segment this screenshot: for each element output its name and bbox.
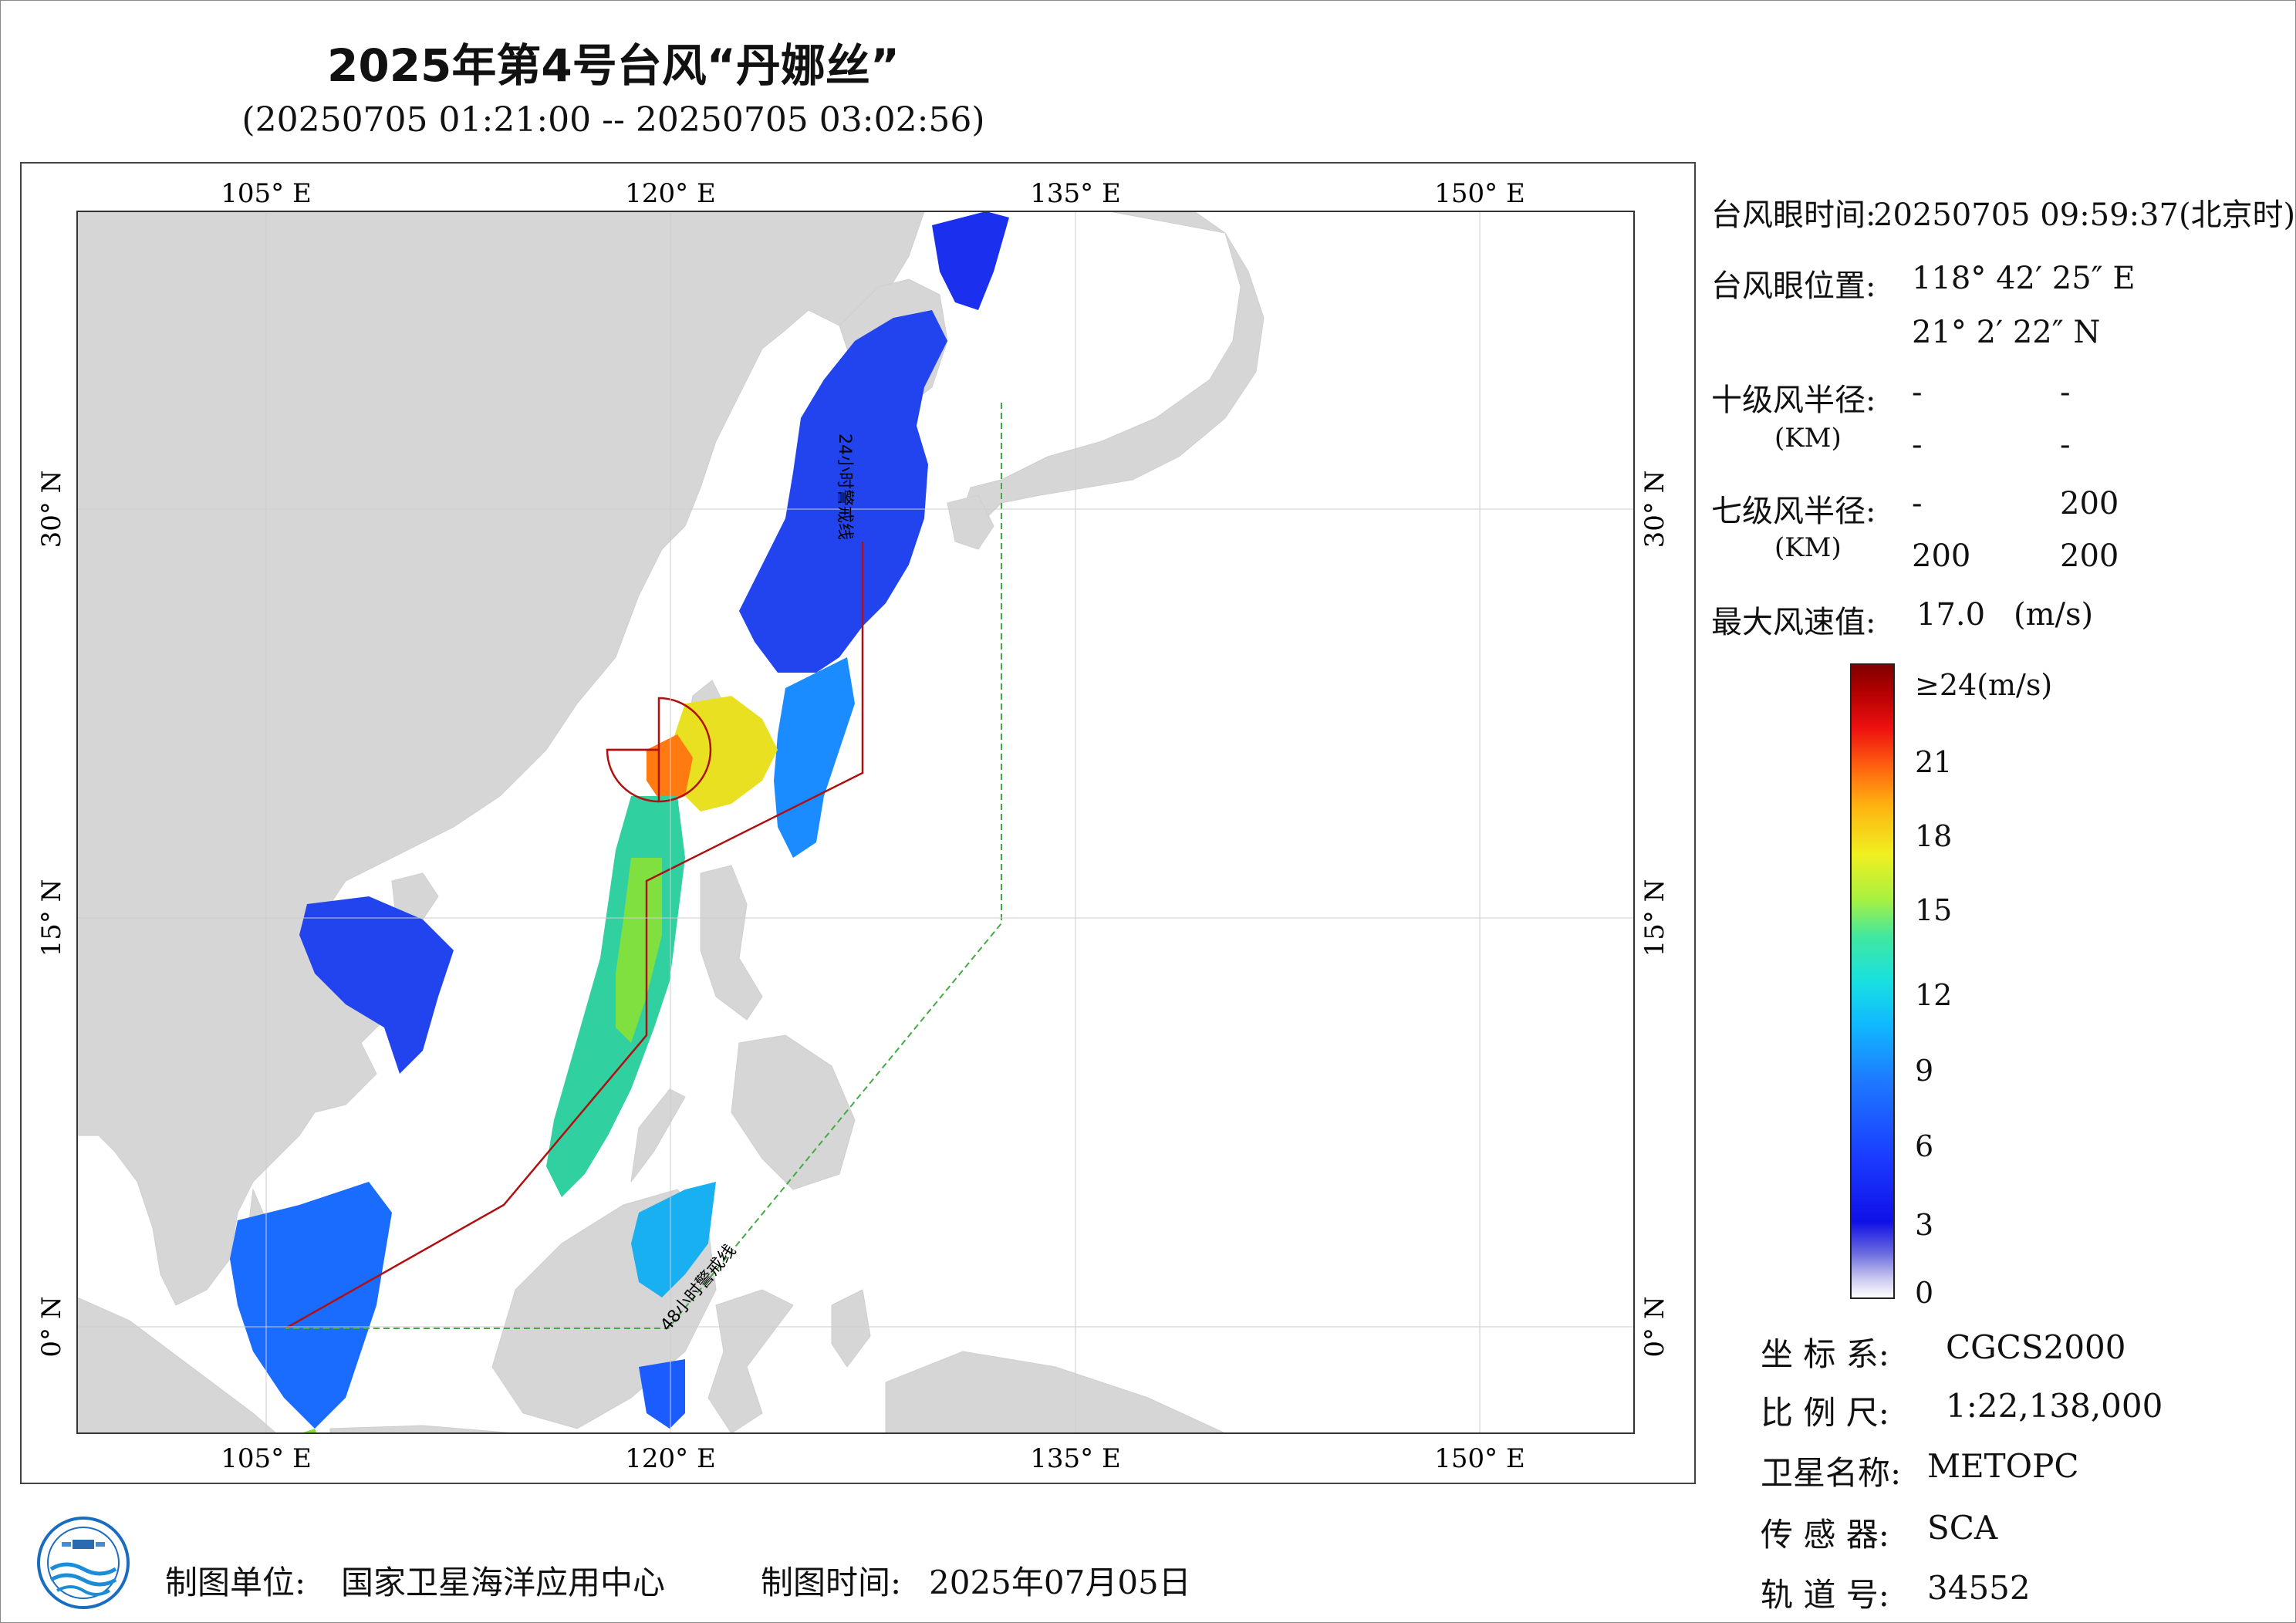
map-title: 2025年第4号台风“丹娜丝” — [326, 39, 900, 92]
colorbar-tick-0: 0 — [1915, 1276, 1934, 1310]
wind-speed-colorbar — [1850, 663, 1895, 1299]
colorbar-tick-3: 3 — [1915, 1208, 1934, 1242]
r7-label: 七级风半径: — [1711, 494, 1876, 529]
producer-value: 国家卫星海洋应用中心 — [341, 1564, 666, 1601]
warning-line-48h — [285, 403, 1002, 1329]
lon-tick-bottom-150: 150° E — [1434, 1443, 1525, 1474]
wind-map: 24小时警戒线 48小时警戒线 105° E 120° E 135° E 150… — [36, 178, 1670, 1474]
wind-swath-west — [299, 896, 454, 1074]
colorbar-tick-9: 9 — [1915, 1054, 1934, 1088]
satellite-value: METOPC — [1927, 1447, 2079, 1485]
wind-swath-sulu — [639, 1359, 685, 1429]
moluccas — [831, 1289, 871, 1368]
wind-swath-typhoon-core — [670, 696, 778, 812]
lon-tick-bottom-135: 135° E — [1030, 1443, 1121, 1474]
max-wind-value: 17.0 — [1916, 597, 1986, 633]
r10-unit: (KM) — [1774, 423, 1842, 454]
wind-swath-philippines — [631, 1182, 716, 1297]
lat-tick-left-0: 0° N — [36, 1296, 67, 1357]
lon-tick-top-105: 105° E — [221, 178, 312, 209]
lon-tick-bottom-105: 105° E — [221, 1443, 312, 1474]
lat-tick-left-15: 15° N — [36, 879, 67, 957]
r7-ne: - — [1912, 486, 1923, 521]
r7-sw-quadrant — [606, 748, 660, 803]
typhoon-eye-marker — [606, 697, 712, 803]
wind-swath-layer — [230, 211, 1009, 1433]
eye-time-label: 台风眼时间: — [1711, 197, 1876, 233]
graticule — [77, 211, 1634, 1433]
coord-system-value: CGCS2000 — [1946, 1328, 2126, 1366]
eye-lon: 118° 42′ 25″ E — [1912, 261, 2136, 296]
warning-line-24h — [285, 542, 864, 1330]
r7-se: 200 — [2060, 486, 2119, 521]
lat-tick-right-0: 0° N — [1639, 1296, 1670, 1357]
philippines-luzon — [700, 865, 763, 1021]
orbit-value: 34552 — [1927, 1569, 2031, 1607]
sensor-value: SCA — [1927, 1509, 1998, 1547]
lat-tick-right-30: 30° N — [1639, 471, 1670, 548]
r10-sw: - — [1912, 427, 1923, 463]
scale-label: 比 例 尺: — [1761, 1394, 1889, 1432]
wind-swath-southwest — [230, 1182, 392, 1429]
wind-swath-central-green — [616, 858, 662, 1043]
r10-se: - — [2060, 375, 2071, 410]
wind-swath-north — [739, 310, 947, 673]
max-wind-unit: (m/s) — [2014, 597, 2094, 633]
sensor-label: 传 感 器: — [1761, 1516, 1889, 1554]
colorbar-tick-24: ≥24(m/s) — [1915, 668, 2053, 702]
producer-label: 制图单位: — [165, 1564, 306, 1601]
nsoas-logo — [37, 1517, 130, 1609]
wind-swath-korea — [932, 211, 1009, 310]
map-date-label: 制图时间: — [761, 1564, 902, 1601]
r7-sw: 200 — [1912, 538, 1971, 574]
scale-value: 1:22,138,000 — [1946, 1387, 2163, 1425]
map-date-value: 2025年07月05日 — [929, 1564, 1191, 1601]
palawan — [630, 1088, 686, 1183]
eye-time-value: 20250705 09:59:37(北京时) — [1873, 197, 2296, 233]
map-subtitle: (20250705 01:21:00 -- 20250705 03:02:56) — [241, 100, 985, 140]
orbit-label: 轨 道 号: — [1761, 1576, 1889, 1614]
new-guinea — [885, 1351, 1226, 1433]
eye-lat: 21° 2′ 22″ N — [1912, 315, 2101, 350]
r10-nw: - — [2060, 427, 2071, 463]
r7-nw: 200 — [2060, 538, 2119, 574]
sulawesi — [707, 1289, 794, 1433]
colorbar-tick-21: 21 — [1915, 745, 1953, 779]
r10-ne: - — [1912, 375, 1923, 410]
colorbar-tick-15: 15 — [1915, 893, 1953, 927]
r7-se-quadrant — [657, 749, 712, 803]
lat-tick-right-15: 15° N — [1639, 879, 1670, 957]
colorbar-tick-18: 18 — [1915, 819, 1953, 853]
lon-tick-top-135: 135° E — [1030, 178, 1121, 209]
lat-tick-left-30: 30° N — [36, 471, 67, 548]
wind-swath-southwest-green — [301, 1429, 317, 1433]
colorbar-tick-6: 6 — [1915, 1129, 1934, 1163]
lon-tick-top-120: 120° E — [625, 178, 716, 209]
java — [329, 1425, 516, 1433]
r7-ne-quadrant — [657, 697, 712, 751]
lon-tick-bottom-120: 120° E — [625, 1443, 716, 1474]
sumatra — [77, 1297, 277, 1433]
eye-pos-label: 台风眼位置: — [1711, 268, 1876, 304]
r7-unit: (KM) — [1774, 532, 1842, 563]
r10-label: 十级风半径: — [1711, 383, 1876, 418]
philippines-south — [731, 1034, 856, 1190]
map-inner-border — [76, 211, 1635, 1434]
warning-24h-label: 24小时警戒线 — [835, 434, 854, 540]
lon-tick-top-150: 150° E — [1434, 178, 1525, 209]
map-frame: 24小时警戒线 48小时警戒线 105° E 120° E 135° E 150… — [20, 162, 1696, 1484]
max-wind-label: 最大风速值: — [1711, 605, 1876, 640]
coord-system-label: 坐 标 系: — [1761, 1335, 1889, 1373]
satellite-label: 卫星名称: — [1761, 1454, 1902, 1492]
colorbar-tick-12: 12 — [1915, 978, 1953, 1012]
